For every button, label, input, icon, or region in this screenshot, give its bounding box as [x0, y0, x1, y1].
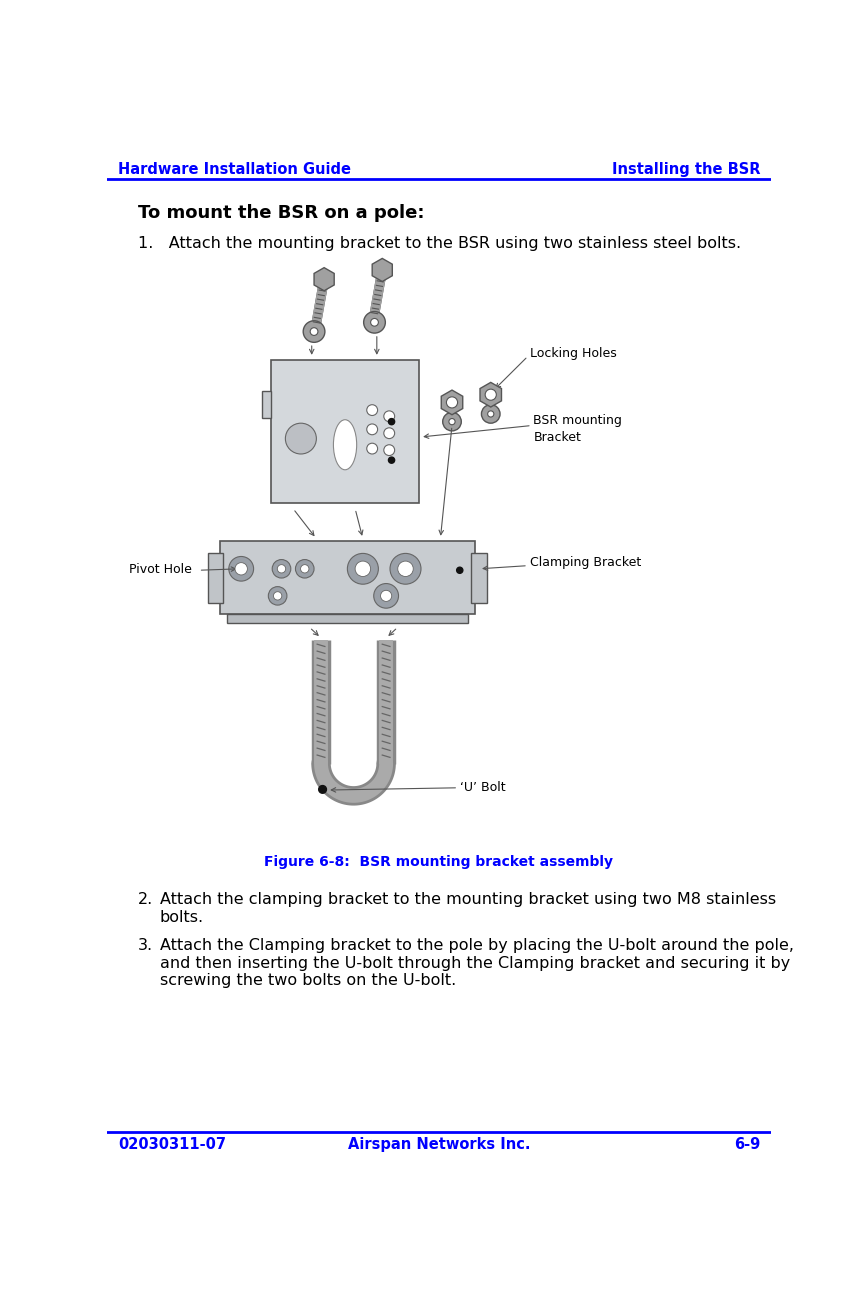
Text: Pivot Hole: Pivot Hole: [129, 563, 192, 576]
Circle shape: [347, 554, 379, 584]
Circle shape: [485, 389, 496, 400]
Circle shape: [285, 424, 316, 454]
Circle shape: [388, 458, 395, 463]
Text: Hardware Installation Guide: Hardware Installation Guide: [118, 162, 351, 177]
Circle shape: [268, 586, 287, 605]
Circle shape: [384, 411, 395, 421]
Circle shape: [355, 562, 370, 576]
Text: 02030311-07: 02030311-07: [118, 1138, 226, 1152]
Text: Installing the BSR: Installing the BSR: [612, 162, 760, 177]
Circle shape: [390, 554, 421, 584]
Circle shape: [310, 328, 318, 335]
Circle shape: [235, 563, 248, 575]
Circle shape: [301, 564, 309, 573]
Text: Airspan Networks Inc.: Airspan Networks Inc.: [348, 1138, 530, 1152]
Bar: [227, 614, 468, 624]
Circle shape: [367, 424, 378, 434]
Text: To mount the BSR on a pole:: To mount the BSR on a pole:: [138, 204, 424, 222]
Text: Attach the Clamping bracket to the pole by placing the U-bolt around the pole,
a: Attach the Clamping bracket to the pole …: [159, 939, 794, 988]
Circle shape: [229, 556, 254, 581]
Text: 6-9: 6-9: [734, 1138, 760, 1152]
Circle shape: [388, 419, 395, 425]
Circle shape: [457, 567, 463, 573]
Circle shape: [446, 396, 458, 408]
Polygon shape: [314, 268, 334, 291]
Circle shape: [488, 411, 494, 417]
Text: Attach the clamping bracket to the mounting bracket using two M8 stainless
bolts: Attach the clamping bracket to the mount…: [159, 892, 776, 924]
Circle shape: [278, 564, 285, 573]
Text: ‘U’ Bolt: ‘U’ Bolt: [459, 781, 506, 794]
Circle shape: [384, 445, 395, 455]
Circle shape: [370, 318, 379, 326]
Text: BSR mounting
Bracket: BSR mounting Bracket: [533, 413, 622, 445]
Circle shape: [381, 590, 392, 602]
Circle shape: [374, 584, 399, 608]
Circle shape: [443, 412, 461, 430]
Text: Figure 6-8:  BSR mounting bracket assembly: Figure 6-8: BSR mounting bracket assembl…: [264, 855, 614, 870]
Bar: [208, 552, 224, 603]
Circle shape: [449, 419, 455, 425]
Circle shape: [319, 785, 327, 793]
Circle shape: [384, 428, 395, 438]
Text: 2.: 2.: [138, 892, 153, 907]
Text: 3.: 3.: [138, 939, 153, 953]
Bar: [219, 541, 476, 614]
Polygon shape: [372, 259, 393, 282]
Circle shape: [398, 562, 413, 576]
Text: Clamping Bracket: Clamping Bracket: [530, 556, 641, 569]
Circle shape: [296, 559, 314, 578]
Bar: [262, 391, 272, 417]
Circle shape: [482, 404, 500, 424]
Circle shape: [303, 321, 325, 342]
Text: Locking Holes: Locking Holes: [530, 347, 616, 360]
Circle shape: [273, 559, 291, 578]
Text: 1.   Attach the mounting bracket to the BSR using two stainless steel bolts.: 1. Attach the mounting bracket to the BS…: [138, 237, 741, 251]
Polygon shape: [441, 390, 463, 415]
Ellipse shape: [333, 420, 357, 469]
Bar: [272, 360, 419, 503]
Circle shape: [363, 312, 386, 333]
Bar: [471, 552, 487, 603]
Circle shape: [367, 404, 378, 416]
Circle shape: [367, 443, 378, 454]
Circle shape: [273, 592, 282, 601]
Polygon shape: [480, 382, 501, 407]
